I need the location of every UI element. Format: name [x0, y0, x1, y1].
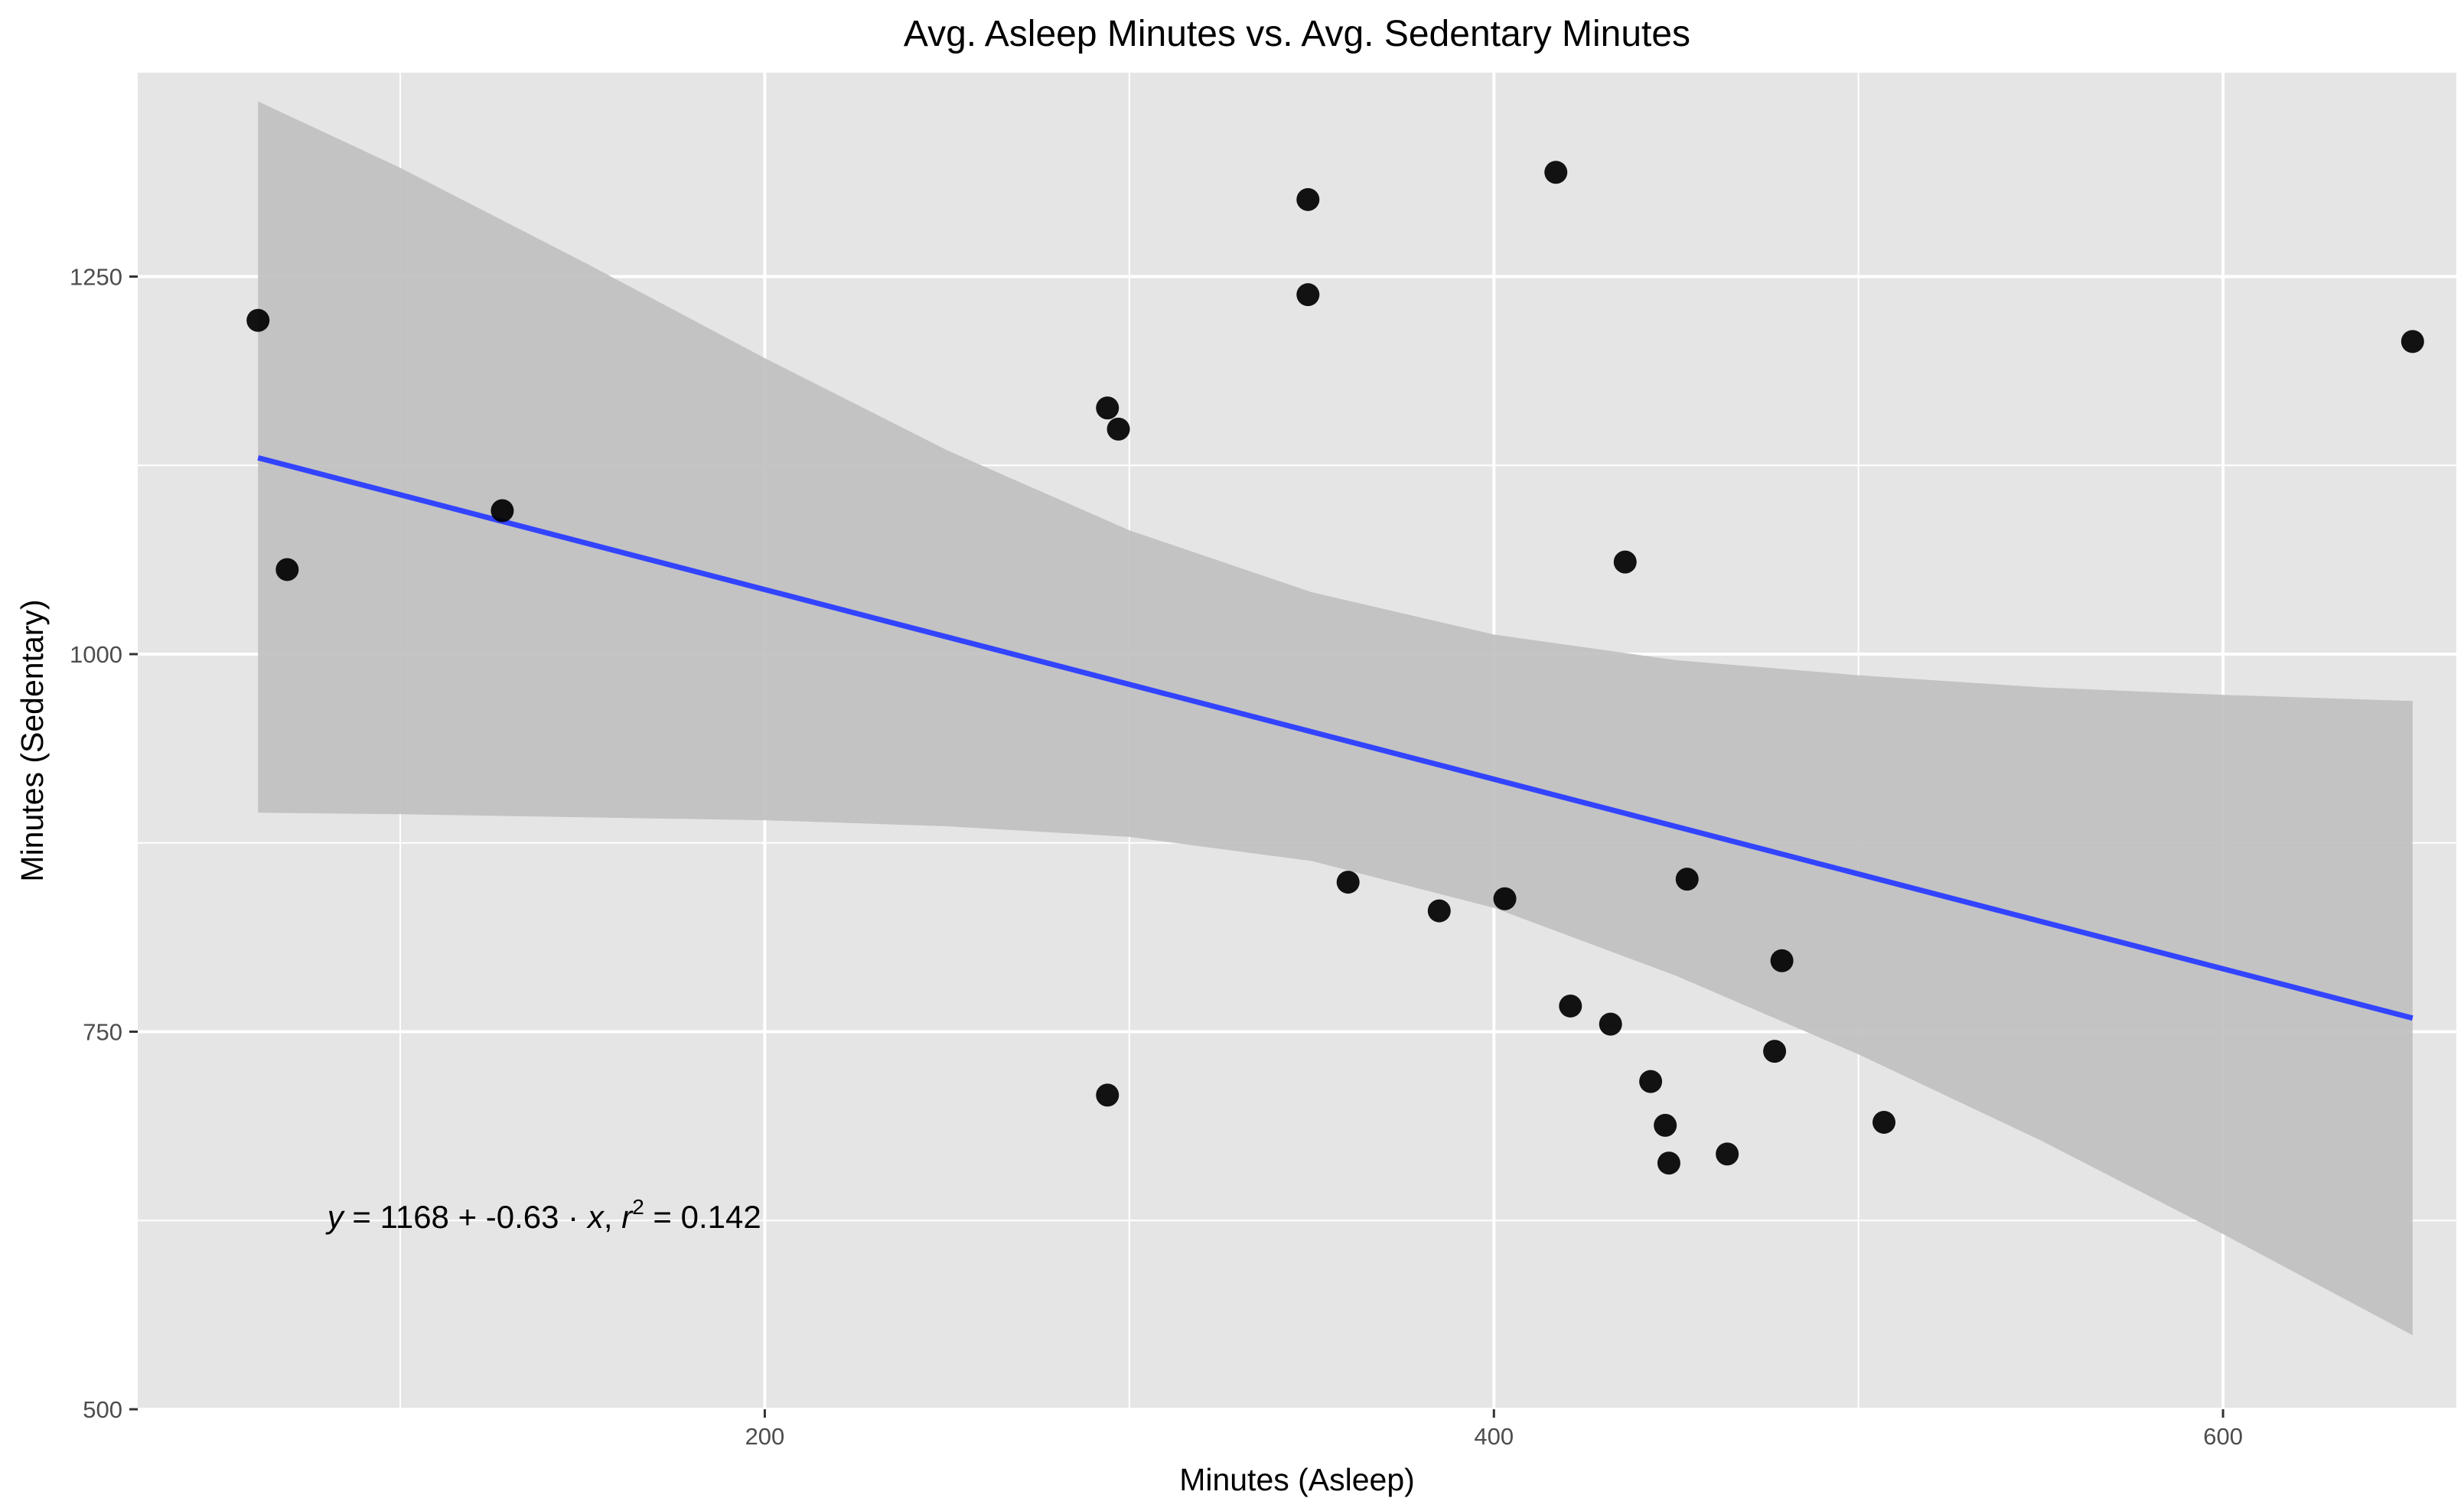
data-point [1427, 899, 1451, 923]
data-point [246, 308, 270, 332]
data-point [1096, 396, 1120, 420]
y-axis-label: Minutes (Sedentary) [15, 599, 50, 881]
chart-title: Avg. Asleep Minutes vs. Avg. Sedentary M… [904, 14, 1690, 54]
data-point [1716, 1142, 1739, 1166]
y-tick-label: 1250 [70, 263, 122, 290]
x-tick-label: 600 [2203, 1423, 2243, 1450]
data-point [1613, 550, 1637, 574]
x-axis-ticks: 200 400 600 [745, 1409, 2243, 1450]
data-point [1336, 871, 1360, 894]
data-point [491, 499, 514, 523]
confidence-band [258, 101, 2413, 1336]
data-point [1770, 949, 1794, 972]
data-point [1654, 1113, 1677, 1137]
data-point [1639, 1070, 1663, 1093]
data-points [246, 161, 2424, 1175]
x-tick-label: 400 [1474, 1423, 1514, 1450]
data-point [1559, 994, 1582, 1018]
x-axis-label: Minutes (Asleep) [1179, 1462, 1415, 1497]
regression-line [257, 454, 2413, 1021]
data-point [1296, 187, 1320, 211]
regression-equation: y = 1168 + -0.63 · x, r2 = 0.142 [325, 1195, 761, 1235]
data-point [1544, 161, 1568, 184]
data-point [1657, 1151, 1680, 1175]
data-point [2400, 330, 2424, 353]
data-point [275, 558, 299, 581]
data-point [1296, 283, 1320, 307]
data-point [1675, 868, 1699, 891]
x-tick-label: 200 [745, 1423, 785, 1450]
data-point [1107, 417, 1130, 441]
y-tick-label: 750 [83, 1018, 122, 1045]
data-point [1872, 1110, 1896, 1134]
y-tick-label: 500 [83, 1396, 122, 1423]
data-point [1599, 1012, 1622, 1036]
data-point [1493, 887, 1517, 910]
data-point [1096, 1083, 1120, 1107]
y-tick-label: 1000 [70, 641, 122, 668]
y-axis-ticks: 500 750 1000 1250 [70, 263, 138, 1423]
data-point [1763, 1040, 1787, 1063]
